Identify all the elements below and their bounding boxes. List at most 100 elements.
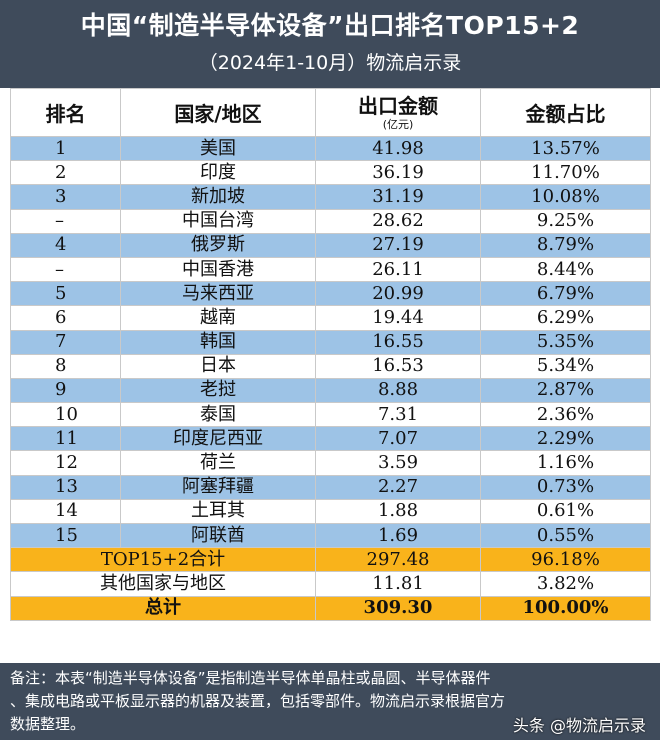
amount-cell: 20.99 (315, 281, 481, 307)
share-cell: 5.34% (480, 353, 651, 379)
share-cell: 0.55% (480, 522, 651, 549)
share-cell: 10.08% (480, 184, 651, 210)
table-row: 12 荷兰 3.59 1.16% (10, 450, 651, 476)
rank-cell: 5 (10, 281, 121, 307)
share-cell: 8.44% (480, 256, 651, 283)
region-cell: 印度 (120, 160, 316, 186)
rank-cell: 6 (10, 305, 121, 331)
region-cell: 土耳其 (120, 498, 316, 525)
table-row: 7 韩国 16.55 5.35% (10, 329, 651, 355)
amount-cell: 16.53 (315, 353, 481, 379)
share-cell: 0.73% (480, 474, 651, 500)
share-cell: 2.36% (480, 402, 651, 428)
rank-cell: 15 (10, 522, 121, 549)
amount-cell: 1.88 (315, 498, 481, 525)
region-cell: 韩国 (120, 329, 316, 355)
rank-cell: 12 (10, 450, 121, 476)
amount-cell: 3.59 (315, 450, 481, 476)
amount-cell: 297.48 (315, 547, 481, 573)
amount-cell: 26.11 (315, 256, 481, 283)
share-cell: 9.25% (480, 208, 651, 234)
grand-total-row: 总计 309.30 100.00% (10, 595, 651, 621)
rank-cell: – (10, 208, 121, 234)
region-cell: 中国台湾 (120, 208, 316, 234)
table-row: 15 阿联酋 1.69 0.55% (10, 522, 651, 549)
rank-cell: 3 (10, 184, 121, 210)
column-header-rank: 排名 (10, 88, 121, 137)
watermark: 头条 @物流启示录 (512, 716, 646, 735)
footnote: 备注：本表“制造半导体设备”是指制造半导体单晶柱或晶圆、半导体器件 、集成电路或… (0, 663, 660, 740)
table-row: 9 老挝 8.88 2.87% (10, 377, 651, 404)
summary-label: 总计 (10, 595, 316, 621)
table-row: 10 泰国 7.31 2.36% (10, 402, 651, 428)
share-cell: 1.16% (480, 450, 651, 476)
region-cell: 新加坡 (120, 184, 316, 210)
table-row: 8 日本 16.53 5.34% (10, 353, 651, 379)
share-cell: 3.82% (480, 571, 651, 597)
region-cell: 阿塞拜疆 (120, 474, 316, 500)
region-cell: 美国 (120, 135, 316, 162)
region-cell: 荷兰 (120, 450, 316, 476)
table-row: – 中国香港 26.11 8.44% (10, 256, 651, 283)
rank-cell: 2 (10, 160, 121, 186)
share-cell: 100.00% (480, 595, 651, 621)
rank-cell: – (10, 256, 121, 283)
region-cell: 泰国 (120, 402, 316, 428)
rank-cell: 7 (10, 329, 121, 355)
share-cell: 2.29% (480, 426, 651, 452)
table-row: 6 越南 19.44 6.29% (10, 305, 651, 331)
amount-cell: 36.19 (315, 160, 481, 186)
footnote-line: 数据整理。 (10, 715, 86, 733)
table-body: 1 美国 41.98 13.57% 2 印度 36.19 11.70% 3 新加坡 31.19 10.… (10, 135, 651, 621)
amount-cell: 7.31 (315, 402, 481, 428)
column-header-region: 国家/地区 (120, 88, 316, 137)
table-row: 14 土耳其 1.88 0.61% (10, 498, 651, 525)
footnote-line: 备注：本表“制造半导体设备”是指制造半导体单晶柱或晶圆、半导体器件 (10, 669, 491, 687)
region-cell: 老挝 (120, 377, 316, 404)
table-row: 11 印度尼西亚 7.07 2.29% (10, 426, 651, 452)
rank-cell: 4 (10, 232, 121, 258)
column-header-share: 金额占比 (480, 88, 651, 137)
table-row: 1 美国 41.98 13.57% (10, 135, 651, 162)
amount-cell: 7.07 (315, 426, 481, 452)
amount-cell: 309.30 (315, 595, 481, 621)
top-total-row: TOP15+2合计 297.48 96.18% (10, 547, 651, 573)
table-row: 2 印度 36.19 11.70% (10, 160, 651, 186)
region-cell: 俄罗斯 (120, 232, 316, 258)
page-title: 中国“制造半导体设备”出口排名TOP15+2 (80, 11, 580, 40)
amount-cell: 11.81 (315, 571, 481, 597)
header-banner: 中国“制造半导体设备”出口排名TOP15+2 （2024年1-10月）物流启示录 (0, 0, 660, 88)
rank-cell: 8 (10, 353, 121, 379)
export-ranking-table: 排名 国家/地区 出口金额 (亿元) 金额占比 1 美国 41.98 13.57% 2 印… (10, 88, 651, 621)
table-row: 4 俄罗斯 27.19 8.79% (10, 232, 651, 258)
table-row: 13 阿塞拜疆 2.27 0.73% (10, 474, 651, 500)
table-row: 5 马来西亚 20.99 6.79% (10, 281, 651, 307)
column-header-amount: 出口金额 (亿元) (315, 88, 481, 137)
amount-cell: 8.88 (315, 377, 481, 404)
rank-cell: 13 (10, 474, 121, 500)
share-cell: 11.70% (480, 160, 651, 186)
table-row: – 中国台湾 28.62 9.25% (10, 208, 651, 234)
amount-cell: 1.69 (315, 522, 481, 549)
share-cell: 96.18% (480, 547, 651, 573)
rank-cell: 9 (10, 377, 121, 404)
share-cell: 6.79% (480, 281, 651, 307)
footnote-line: 、集成电路或平板显示器的机器及装置，包括零部件。物流启示录根据官方 (10, 692, 506, 710)
summary-label: 其他国家与地区 (10, 571, 316, 597)
summary-label: TOP15+2合计 (10, 547, 316, 573)
region-cell: 马来西亚 (120, 281, 316, 307)
amount-cell: 16.55 (315, 329, 481, 355)
region-cell: 中国香港 (120, 256, 316, 283)
column-header-amount-label: 出口金额 (358, 94, 438, 118)
rank-cell: 11 (10, 426, 121, 452)
region-cell: 越南 (120, 305, 316, 331)
table-header-row: 排名 国家/地区 出口金额 (亿元) 金额占比 (10, 88, 651, 137)
amount-cell: 2.27 (315, 474, 481, 500)
share-cell: 13.57% (480, 135, 651, 162)
others-row: 其他国家与地区 11.81 3.82% (10, 571, 651, 597)
share-cell: 0.61% (480, 498, 651, 525)
share-cell: 5.35% (480, 329, 651, 355)
amount-cell: 19.44 (315, 305, 481, 331)
region-cell: 阿联酋 (120, 522, 316, 549)
